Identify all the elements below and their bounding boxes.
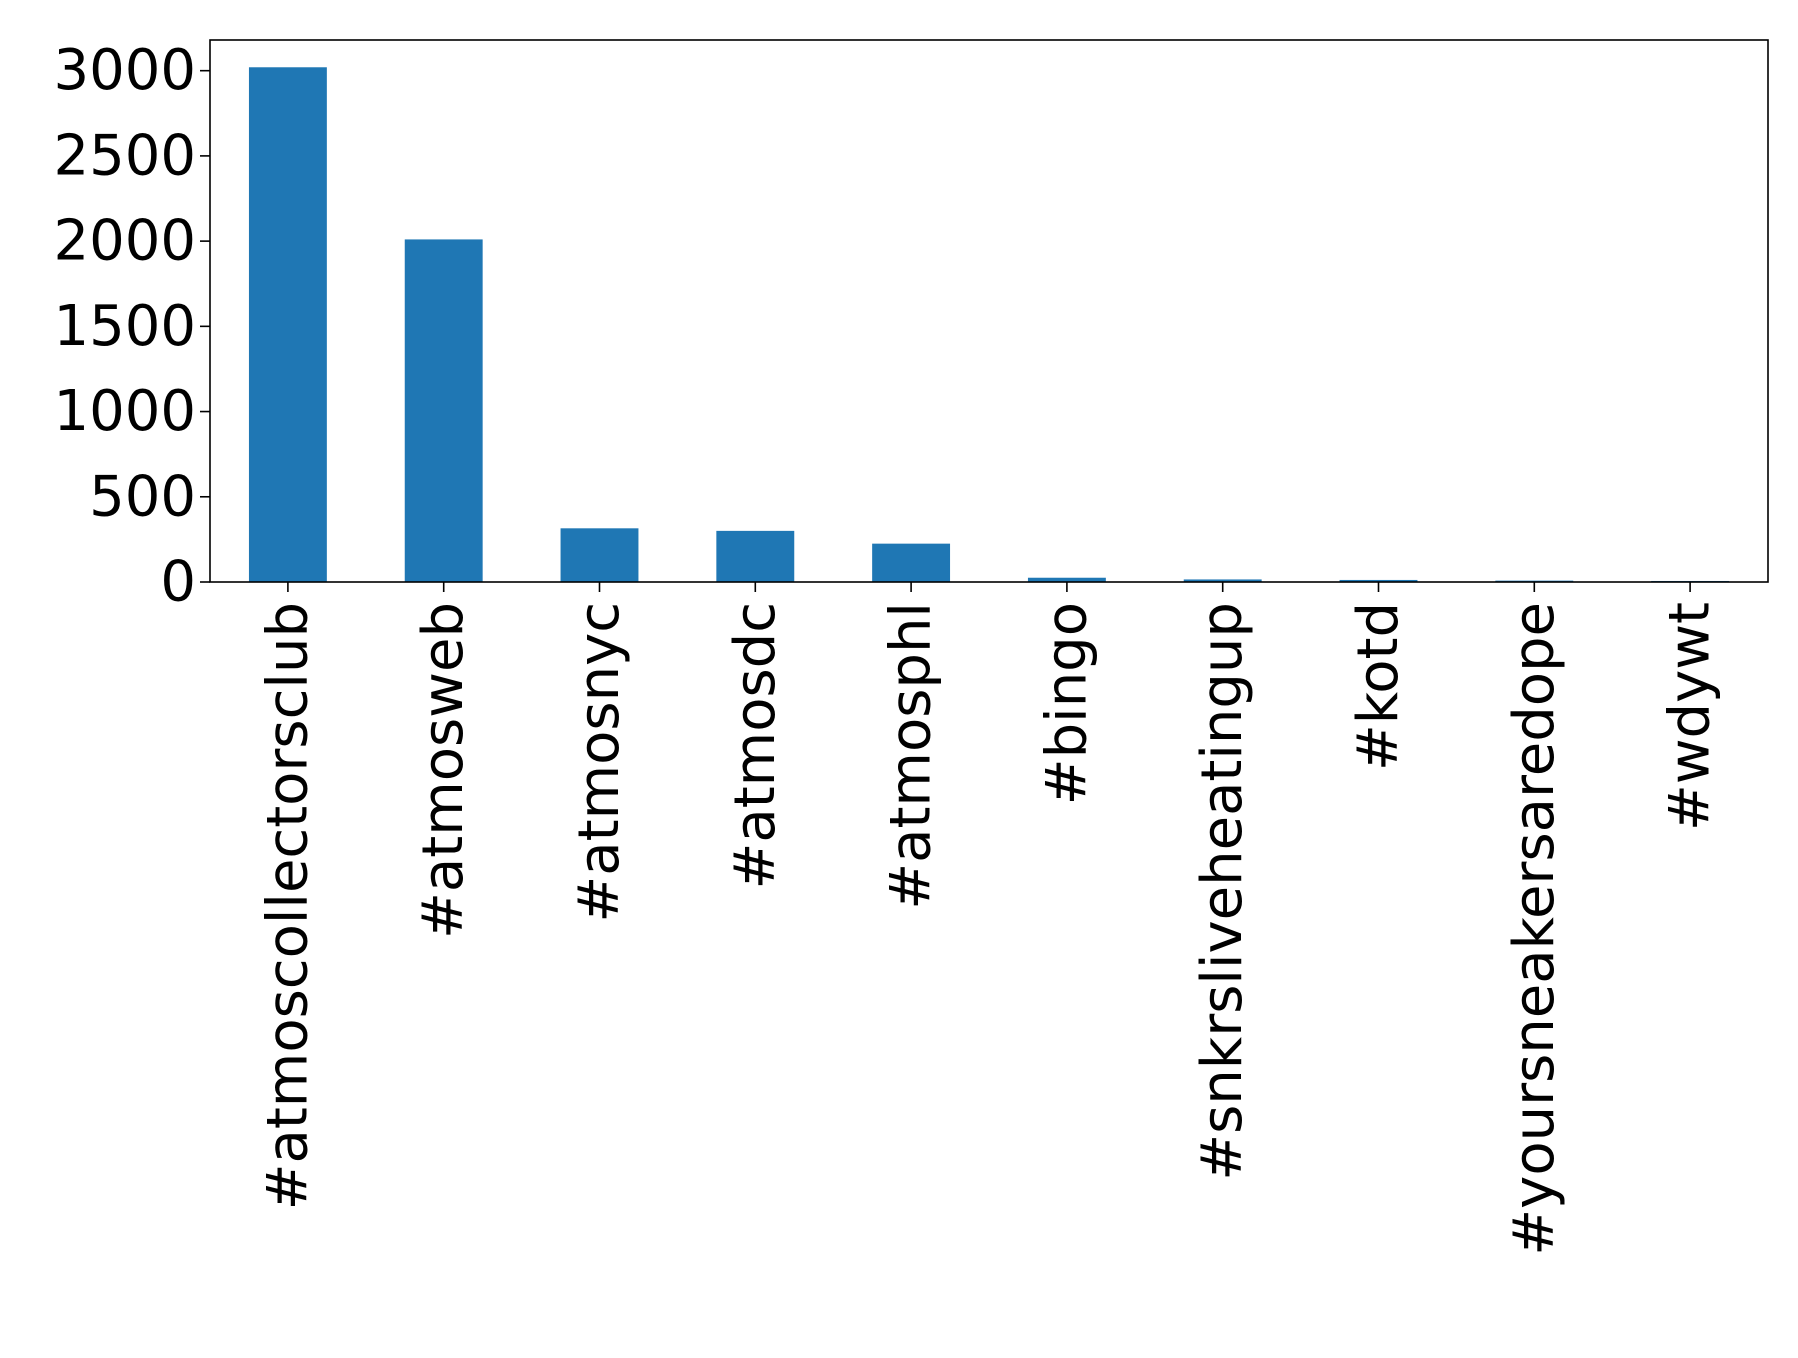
x-axis: #atmoscollectorsclub #atmosweb #atmosnyc #a… — [255, 582, 1723, 1256]
bar — [248, 67, 327, 582]
x-tick-label: #atmosdc — [723, 602, 788, 890]
bar — [1339, 579, 1418, 582]
bar — [560, 528, 639, 582]
x-tick-label: #kotd — [1346, 602, 1411, 771]
x-tick-label: #atmosnyc — [567, 602, 632, 923]
y-tick-label: 1000 — [53, 379, 196, 444]
bars-group — [248, 67, 1730, 582]
bar — [404, 239, 483, 582]
x-tick-label: #bingo — [1034, 602, 1099, 805]
y-tick-label: 2500 — [53, 123, 196, 188]
x-tick-label: #atmosphl — [879, 602, 944, 910]
y-tick-label: 0 — [160, 550, 196, 615]
y-tick-label: 3000 — [53, 38, 196, 103]
x-tick-label: #wdywt — [1658, 602, 1723, 831]
x-tick-label: #snkrsliveheatingup — [1190, 602, 1255, 1181]
y-tick-label: 2000 — [53, 209, 196, 274]
bar — [1183, 579, 1262, 582]
y-tick-label: 500 — [89, 464, 196, 529]
y-tick-label: 1500 — [53, 294, 196, 359]
plot-frame — [209, 39, 1769, 583]
x-tick-label: #atmosweb — [411, 602, 476, 939]
x-tick-label: #atmoscollectorsclub — [255, 602, 320, 1210]
bar — [872, 543, 951, 582]
bar — [716, 530, 795, 582]
x-tick-label: #yoursneakersaredope — [1502, 602, 1567, 1256]
y-axis: 0 500 1000 1500 2000 2500 3000 — [53, 38, 210, 615]
bar — [1027, 577, 1106, 582]
